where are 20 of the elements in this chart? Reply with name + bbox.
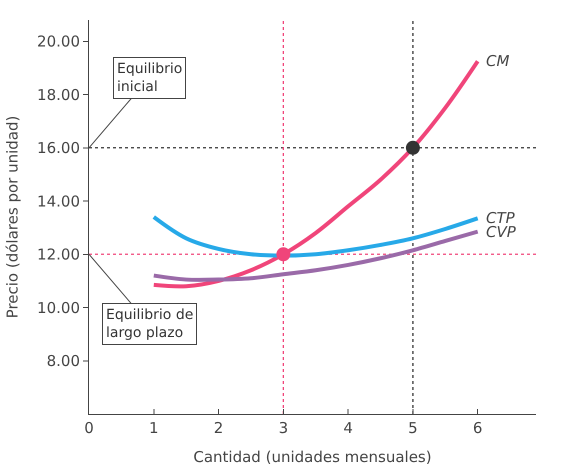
x-tick-label: 6 (472, 419, 482, 437)
y-tick-label: 10.00 (37, 298, 80, 317)
x-tick-label: 2 (214, 419, 224, 437)
annotation: Equilibrio inicial (117, 61, 182, 96)
x-tick-label: 4 (343, 419, 353, 437)
x-axis-title: Cantidad (unidades mensuales) (193, 448, 432, 466)
series-label: CM (486, 52, 510, 70)
y-tick-label: 12.00 (37, 246, 80, 264)
x-tick-label: 5 (408, 419, 418, 437)
y-tick-label: 14.00 (37, 192, 80, 210)
y-tick-label: 18.00 (37, 86, 80, 104)
line-series (152, 230, 480, 282)
annotation: Equilibrio de largo plazo (106, 307, 194, 342)
y-tick-label: 16.00 (37, 139, 80, 158)
y-tick-label: 20.00 (37, 32, 80, 51)
y-axis-title: Precio (dólares por unidad) (3, 116, 22, 318)
x-tick-label: 3 (278, 419, 288, 437)
x-tick-label: 0 (84, 419, 94, 437)
y-tick-label: 8.00 (46, 352, 80, 370)
x-tick-label: 1 (149, 419, 159, 437)
